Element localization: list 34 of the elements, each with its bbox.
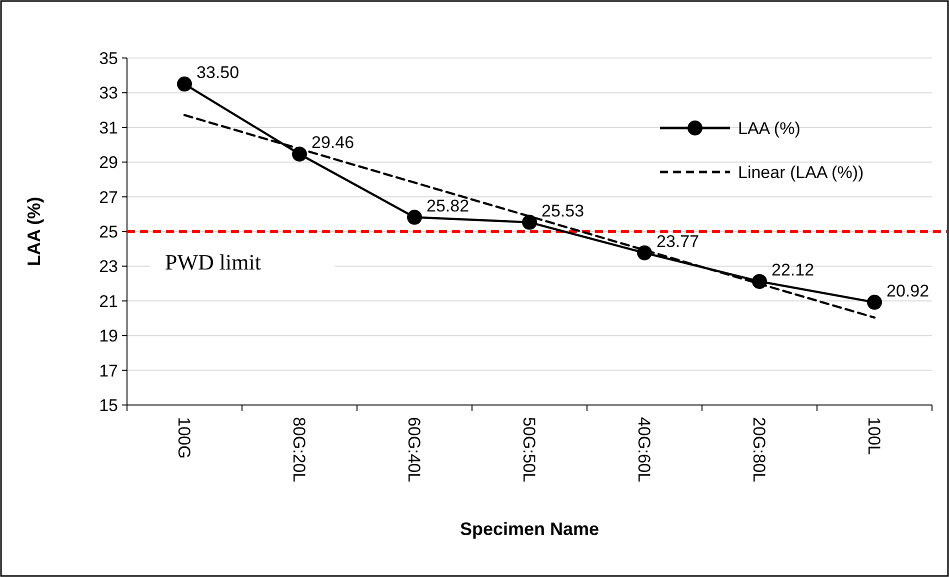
y-tick-label: 29	[99, 153, 118, 172]
data-label: 23.77	[656, 232, 700, 251]
x-tick-label: 100L	[864, 417, 884, 455]
y-tick-label: 21	[99, 292, 118, 311]
x-axis-title: Specimen Name	[460, 519, 600, 539]
y-tick-label: 35	[99, 48, 118, 68]
y-tick-label: 15	[99, 396, 118, 415]
y-tick-label: 17	[99, 361, 118, 380]
x-tick-label: 60G:40L	[404, 417, 424, 482]
y-tick-label: 27	[99, 188, 118, 207]
data-label: 25.82	[426, 196, 470, 216]
point	[407, 210, 422, 225]
x-tick-label: 40G:60L	[634, 417, 654, 482]
x-tick-label: 100G	[174, 417, 194, 459]
point	[867, 294, 882, 310]
point	[177, 76, 192, 92]
data-label: 22.12	[772, 260, 814, 280]
y-tick-label: 31	[99, 118, 118, 138]
ref-line-label: PWD limit	[165, 250, 261, 274]
data-label: 20.92	[886, 281, 930, 300]
y-tick-label: 33	[99, 84, 118, 103]
data-label: 25.53	[542, 201, 584, 220]
legend-label: LAA (%)	[738, 118, 800, 138]
x-tick-label: 80G:20L	[290, 417, 309, 482]
legend-label: Linear (LAA (%))	[738, 162, 864, 182]
y-tick-label: 19	[99, 326, 118, 346]
data-label: 33.50	[196, 63, 240, 82]
y-tick-label: 23	[99, 257, 118, 276]
x-tick-label: 50G:50L	[520, 417, 539, 482]
data-label: 29.46	[312, 133, 354, 152]
x-tick-label: 20G:80L	[750, 417, 769, 482]
y-tick-label: 25	[99, 222, 118, 242]
point	[522, 214, 537, 230]
y-axis-title: LAA (%)	[24, 196, 44, 266]
